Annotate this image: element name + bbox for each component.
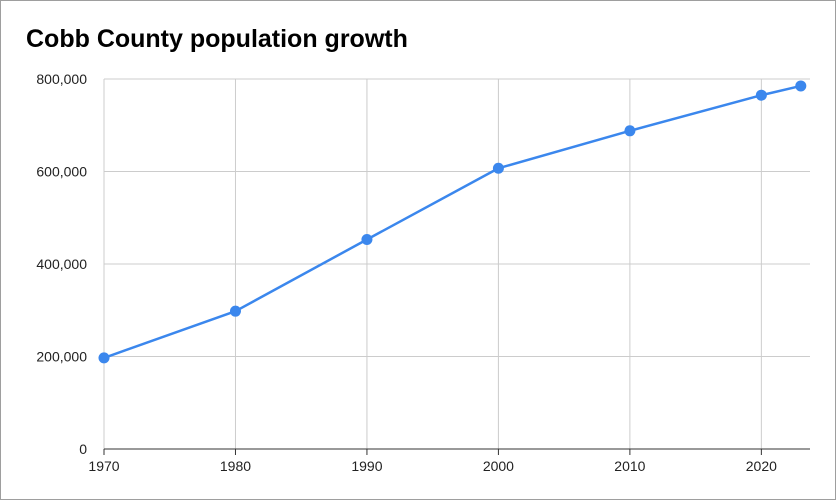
chart-title: Cobb County population growth xyxy=(26,25,408,53)
x-tick-label: 1980 xyxy=(220,458,251,474)
data-point xyxy=(229,305,241,317)
series-line xyxy=(103,84,802,360)
y-tick-label: 600,000 xyxy=(36,164,87,180)
y-tick-label: 0 xyxy=(79,441,87,457)
x-tick-label: 1970 xyxy=(88,458,119,474)
x-tick-label: 2000 xyxy=(483,458,514,474)
data-point xyxy=(98,352,110,364)
data-point xyxy=(361,233,373,245)
y-tick-label: 200,000 xyxy=(36,349,87,365)
y-tick-label: 400,000 xyxy=(36,256,87,272)
data-point xyxy=(492,162,504,174)
x-tick-label: 2010 xyxy=(614,458,645,474)
x-tick-label: 2020 xyxy=(746,458,777,474)
data-point xyxy=(795,80,807,92)
data-point xyxy=(755,89,767,101)
data-point xyxy=(624,125,636,137)
x-tick-label: 1990 xyxy=(351,458,382,474)
y-tick-label: 800,000 xyxy=(36,71,87,87)
